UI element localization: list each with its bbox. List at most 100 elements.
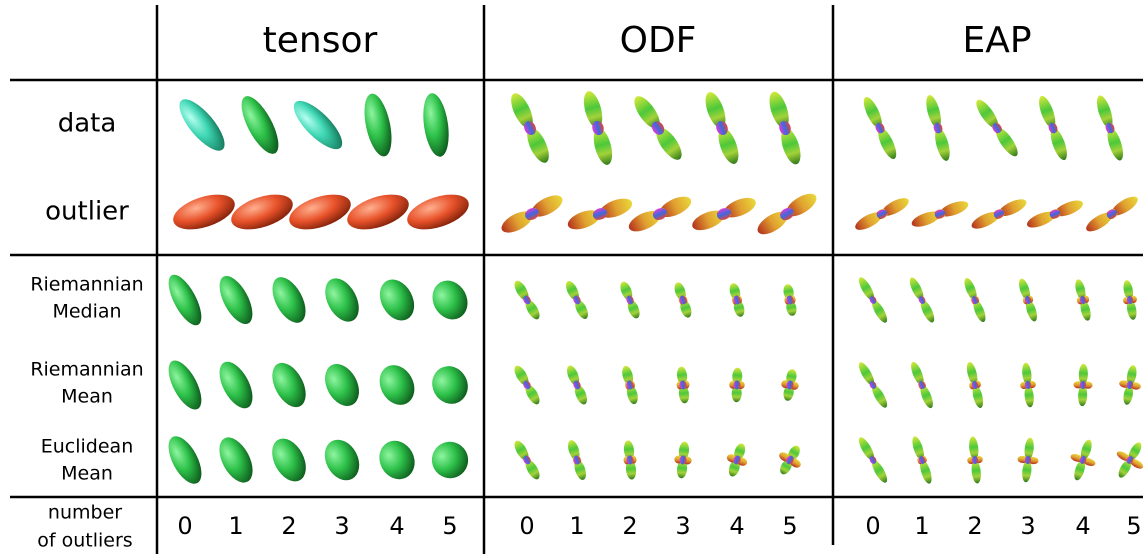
- glyph: [705, 92, 739, 164]
- core: [1049, 209, 1061, 219]
- outlier-count: 5: [442, 512, 457, 540]
- glyph: [1116, 442, 1143, 478]
- glyph: [858, 277, 888, 323]
- glyph: [781, 369, 799, 401]
- lobe: [1039, 95, 1056, 129]
- glyph: [423, 93, 449, 157]
- lobe: [920, 459, 932, 484]
- core: [869, 456, 877, 464]
- outlier-count: 2: [281, 512, 296, 540]
- lobe: [568, 440, 580, 461]
- core: [971, 296, 979, 304]
- glyph: [514, 280, 540, 320]
- core: [525, 208, 539, 220]
- lobe: [1027, 211, 1056, 228]
- lobe: [567, 365, 580, 386]
- glyph: [623, 440, 637, 480]
- glyph: [967, 436, 983, 484]
- lobe: [786, 193, 817, 217]
- glyph: [769, 91, 801, 165]
- lobe: [1075, 279, 1086, 301]
- lobe: [1126, 365, 1137, 386]
- glyph: [674, 441, 692, 479]
- core: [1024, 296, 1032, 304]
- core: [1079, 380, 1087, 390]
- lobe: [920, 299, 935, 323]
- core: [1106, 209, 1118, 219]
- lobe: [966, 362, 978, 386]
- row-label: Euclidean: [41, 436, 134, 458]
- core: [733, 380, 741, 390]
- core: [971, 455, 979, 465]
- lobe: [1107, 127, 1124, 161]
- core: [733, 455, 741, 465]
- lobe: [969, 436, 979, 461]
- lobe: [878, 127, 897, 160]
- core: [523, 455, 531, 465]
- lobe: [998, 199, 1027, 217]
- glyph: [622, 365, 638, 405]
- glyph: [674, 282, 692, 318]
- lobe: [574, 384, 587, 405]
- core: [653, 208, 667, 220]
- lobe: [935, 127, 950, 161]
- lobe: [871, 299, 888, 323]
- lobe: [626, 384, 638, 405]
- glyph: [1070, 439, 1096, 481]
- lobe: [1080, 299, 1091, 321]
- core: [1105, 122, 1115, 134]
- lobe: [678, 384, 690, 404]
- lobe: [1054, 200, 1083, 217]
- footer-label: of outliers: [37, 530, 132, 552]
- outlier-count: 3: [334, 512, 349, 540]
- lobe: [863, 96, 882, 129]
- lobe: [514, 440, 529, 461]
- glyph: [272, 362, 306, 408]
- lobe: [971, 459, 981, 484]
- lobe: [1019, 278, 1031, 301]
- core: [733, 295, 741, 305]
- lobe: [911, 211, 941, 227]
- lobe: [514, 280, 529, 301]
- glyph: [432, 366, 468, 404]
- row-label: Riemannian: [30, 359, 143, 381]
- core: [679, 295, 687, 305]
- glyph: [566, 281, 588, 319]
- lobe: [566, 281, 579, 301]
- core: [918, 296, 926, 304]
- glyph: [729, 283, 745, 317]
- core: [869, 381, 877, 389]
- core: [1126, 380, 1134, 390]
- outlier-count: 4: [1075, 512, 1090, 540]
- glyph: [966, 362, 984, 408]
- glyph: [501, 195, 563, 233]
- core: [716, 120, 728, 136]
- glyph: [1119, 365, 1141, 405]
- glyph: [1075, 279, 1091, 321]
- core: [1079, 456, 1087, 464]
- glyph: [858, 437, 888, 483]
- core: [1126, 295, 1134, 305]
- glyph: [347, 194, 409, 230]
- core: [992, 122, 1002, 134]
- lobe: [625, 459, 637, 480]
- outlier-count: 1: [914, 512, 929, 540]
- lobe: [995, 127, 1018, 157]
- lobe: [1086, 212, 1113, 232]
- glyph: [407, 194, 469, 230]
- glyph: [620, 281, 640, 319]
- lobe: [620, 281, 633, 301]
- glyphs: [168, 91, 1143, 484]
- lobe: [1080, 439, 1092, 461]
- lobe: [973, 299, 986, 323]
- glyph: [289, 194, 351, 230]
- glyph: [324, 439, 360, 481]
- glyph: [855, 198, 909, 230]
- labels: tensor ODF EAP data outlier Riemannian Median R…: [30, 20, 1141, 552]
- lobe: [858, 277, 875, 301]
- lobe: [964, 277, 977, 301]
- column-header: tensor: [263, 20, 378, 61]
- glyph: [179, 99, 225, 151]
- glyph: [628, 196, 692, 232]
